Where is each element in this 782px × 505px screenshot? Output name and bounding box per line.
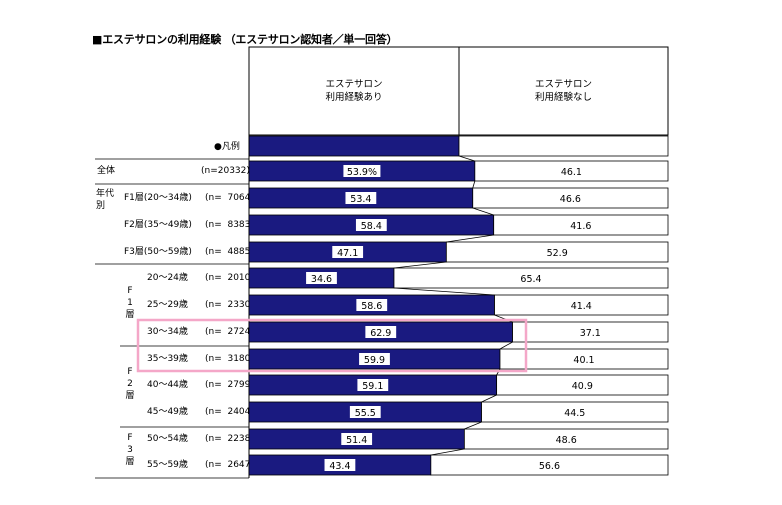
bar-no xyxy=(496,374,669,396)
row-n-label: (n= 2238) xyxy=(205,434,254,444)
data-label-box xyxy=(343,165,381,177)
row-label: 30～34歳 xyxy=(147,327,188,337)
connector-line xyxy=(393,287,495,296)
data-label-no: 44.5 xyxy=(564,408,585,419)
bar-no xyxy=(493,214,669,236)
bar-no xyxy=(474,160,669,182)
connector-line xyxy=(430,448,465,456)
connector-line xyxy=(446,234,494,243)
row-label: 40～44歳 xyxy=(147,380,188,390)
data-label-no: 46.1 xyxy=(561,167,582,178)
highlight-box xyxy=(136,318,528,373)
data-label-yes: 47.1 xyxy=(337,248,358,259)
data-label-yes: 51.4 xyxy=(346,435,367,446)
data-label-yes: 59.9 xyxy=(364,355,385,366)
data-label-box xyxy=(357,379,389,391)
row-label: F2層(35～49歳) xyxy=(124,220,192,230)
column-header-yes: エステサロン 利用経験あり xyxy=(325,79,383,103)
legend-bar-no xyxy=(458,135,669,157)
header-box-yes xyxy=(248,46,460,136)
connector-line xyxy=(458,155,475,162)
connector-line xyxy=(472,207,494,216)
row-label: 25～29歳 xyxy=(147,300,188,310)
data-label-no: 41.4 xyxy=(571,301,592,312)
data-label-no: 65.4 xyxy=(520,274,541,285)
row-n-label: (n= 2404) xyxy=(205,407,254,417)
connector-line xyxy=(393,261,447,269)
row-n-label: (n= 2799) xyxy=(205,380,254,390)
data-label-no: 52.9 xyxy=(547,248,568,259)
row-n-label: (n= 2330) xyxy=(205,300,254,310)
data-label-box xyxy=(306,272,337,284)
connector-line xyxy=(499,341,513,350)
row-n-label: (n= 2647) xyxy=(205,460,254,470)
data-label-yes: 43.4 xyxy=(329,461,350,472)
data-label-yes: 58.4 xyxy=(361,221,382,232)
data-label-box xyxy=(355,219,387,231)
bar-no xyxy=(494,294,669,316)
connector-line xyxy=(481,394,497,403)
data-label-yes: 59.1 xyxy=(362,381,383,392)
row-n-label: (n= 7064) xyxy=(205,193,254,203)
data-label-no: 56.6 xyxy=(539,461,560,472)
data-label-no: 48.6 xyxy=(556,435,577,446)
data-label-box xyxy=(345,192,377,204)
data-label-yes: 55.5 xyxy=(355,408,376,419)
data-label-box xyxy=(356,299,388,311)
column-header-no: エステサロン 利用経験なし xyxy=(534,79,592,103)
data-label-box xyxy=(332,246,364,258)
data-label-yes: 58.6 xyxy=(361,301,382,312)
data-label-yes: 62.9 xyxy=(370,328,391,339)
row-n-label: (n= 2010) xyxy=(205,273,254,283)
row-n-label: (n= 8383) xyxy=(205,220,254,230)
data-label-box xyxy=(349,406,381,418)
legend-bar-yes xyxy=(248,135,460,157)
data-label-no: 40.9 xyxy=(572,381,593,392)
row-label: 50～54歳 xyxy=(147,434,188,444)
bar-no xyxy=(463,428,669,450)
data-label-box xyxy=(365,326,397,338)
connector-line xyxy=(464,421,482,430)
row-n-label: (n= 3180) xyxy=(205,354,254,364)
row-n-label: (n=20332) xyxy=(201,166,250,176)
bar-no xyxy=(481,401,669,423)
row-label: 35～39歳 xyxy=(147,354,188,364)
row-n-label: (n= 2724) xyxy=(205,327,254,337)
row-label: 20～24歳 xyxy=(147,273,188,283)
row-label: 45～49歳 xyxy=(147,407,188,417)
data-label-no: 40.1 xyxy=(573,355,594,366)
row-label: 全体 xyxy=(97,166,116,176)
bar-no xyxy=(430,454,669,476)
age-group-label: 年代別 xyxy=(96,189,115,211)
data-label-no: 41.6 xyxy=(570,221,591,232)
bar-no xyxy=(472,187,669,209)
row-n-label: (n= 4885) xyxy=(205,247,254,257)
data-label-yes: 34.6 xyxy=(311,274,332,285)
chart-title: ■エステサロンの利用経験 （エステサロン認知者／単一回答） xyxy=(92,33,398,46)
row-label: F3層(50～59歳) xyxy=(124,247,192,257)
data-label-box xyxy=(341,433,373,445)
bar-no xyxy=(512,321,669,343)
row-label: 55～59歳 xyxy=(147,460,188,470)
data-label-no: 46.6 xyxy=(560,194,581,205)
bar-no xyxy=(445,241,669,263)
data-label-yes: 53.9% xyxy=(347,167,377,178)
data-label-yes: 53.4 xyxy=(350,194,371,205)
row-label: F1層(20～34歳) xyxy=(124,193,192,203)
bar-no xyxy=(499,348,669,370)
legend-label: ●凡例 xyxy=(214,142,240,152)
bar-no xyxy=(393,267,669,289)
data-label-box xyxy=(324,459,356,471)
connector-line xyxy=(472,180,476,189)
data-label-no: 37.1 xyxy=(580,328,601,339)
header-box-no xyxy=(458,46,669,136)
data-label-box xyxy=(359,353,390,365)
